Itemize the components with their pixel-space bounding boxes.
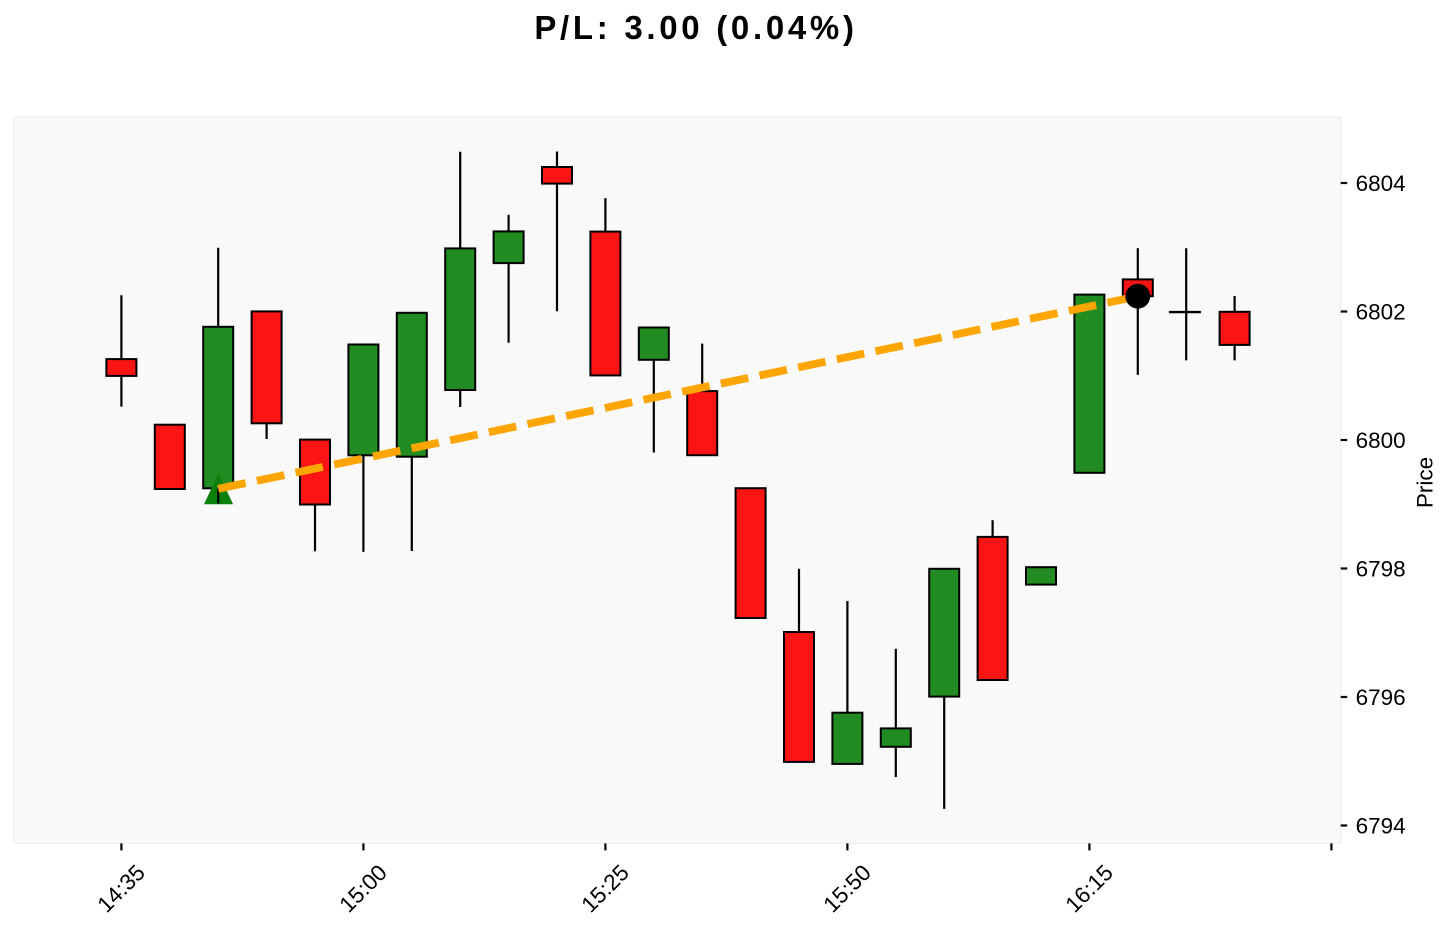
svg-text:6802: 6802 — [1356, 300, 1406, 325]
svg-text:6798: 6798 — [1356, 557, 1406, 582]
svg-text:6800: 6800 — [1356, 428, 1406, 453]
svg-text:6794: 6794 — [1356, 814, 1406, 839]
svg-text:6804: 6804 — [1356, 171, 1406, 196]
svg-text:Price: Price — [1412, 457, 1437, 508]
svg-text:6796: 6796 — [1356, 685, 1406, 710]
svg-text:P/L: 3.00 (0.04%): P/L: 3.00 (0.04%) — [534, 9, 857, 46]
